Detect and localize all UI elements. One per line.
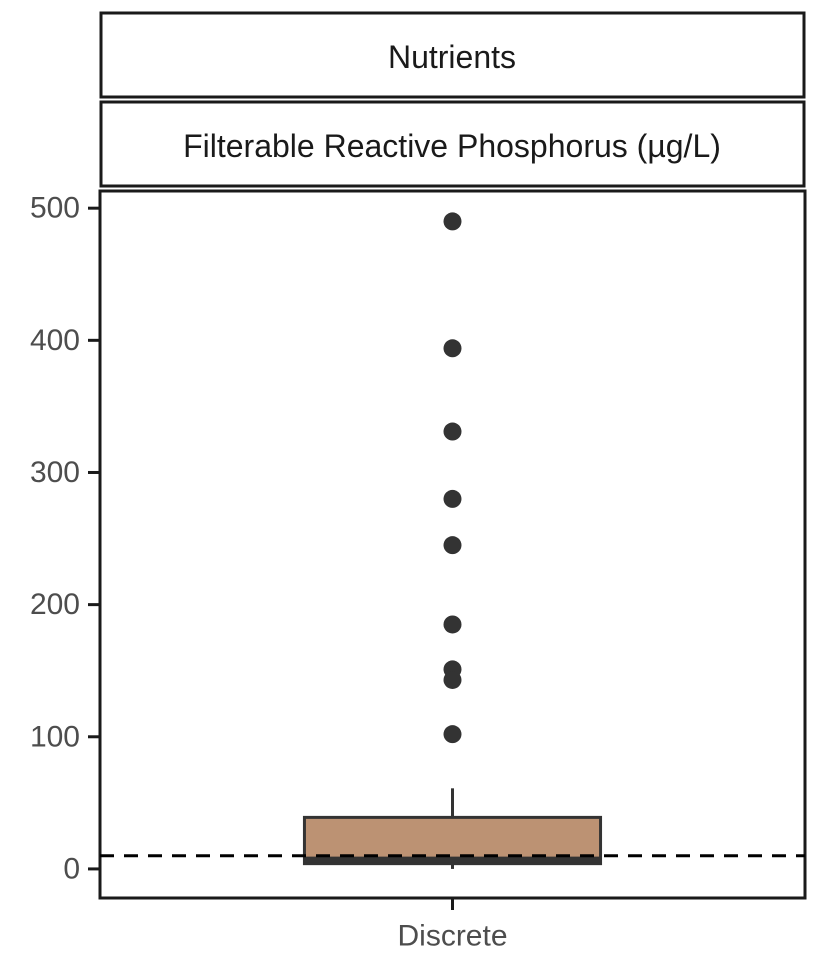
y-axis: 0 100 200 300 400 500 [30,192,100,885]
y-tick-label: 0 [63,852,80,885]
outlier-point [443,670,462,689]
outlier-point [443,422,462,441]
outlier-point [443,212,462,231]
chart-marks [100,212,805,869]
outlier-point [443,339,462,358]
y-tick-label: 400 [30,324,80,357]
y-tick-label: 300 [30,456,80,489]
facet-strip-bottom: Filterable Reactive Phosphorus (µg/L) [99,100,806,188]
facet-strip-label-parameter: Filterable Reactive Phosphorus (µg/L) [183,128,721,164]
outlier-point [443,489,462,508]
facet-strip-top: Nutrients [99,11,806,99]
y-tick-label: 100 [30,720,80,753]
x-axis: Discrete [397,898,508,953]
outlier-point [443,725,462,744]
facet-strip-label-nutrients: Nutrients [388,39,516,75]
x-tick-label: Discrete [397,920,507,953]
outlier-point [443,615,462,634]
outlier-point [443,536,462,555]
y-tick-label: 500 [30,192,80,225]
y-tick-label: 200 [30,588,80,621]
